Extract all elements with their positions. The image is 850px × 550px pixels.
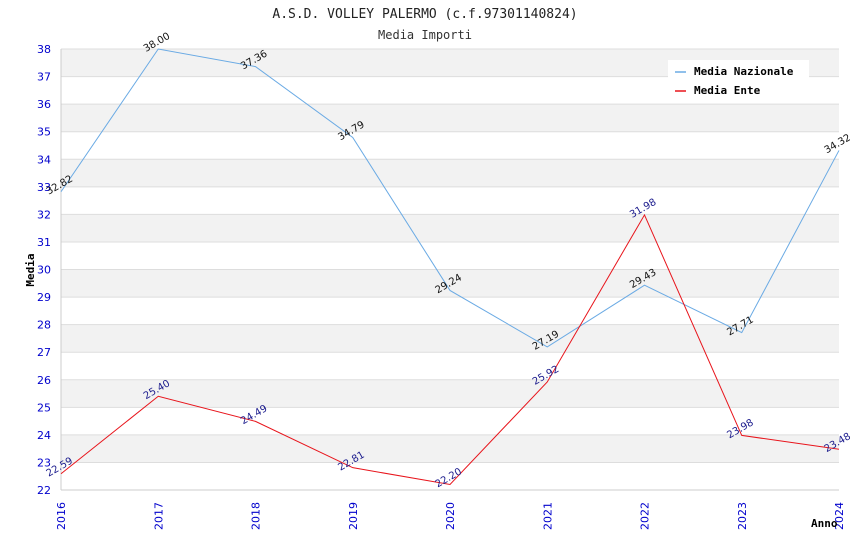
y-tick-label: 35	[37, 126, 51, 139]
legend-label-nazionale: Media Nazionale	[694, 65, 794, 78]
y-tick-label: 34	[37, 153, 51, 166]
series-line-ente	[60, 213, 840, 486]
data-label: 32.82	[45, 174, 75, 198]
grid-band	[61, 324, 839, 353]
y-tick-labels: 22 23 24 25 26 27 28 29 30 31 32 33 34 35 36 37 38	[37, 43, 51, 497]
y-tick-label: 26	[37, 374, 51, 387]
legend-box	[668, 60, 809, 102]
x-tick-label: 2022	[639, 502, 652, 530]
x-tick-label: 2019	[347, 502, 360, 530]
y-tick-label: 25	[37, 401, 51, 414]
series-line-nazionale	[60, 48, 840, 348]
grid-bands	[61, 49, 839, 463]
y-tick-label: 24	[37, 429, 51, 442]
y-tick-label: 31	[37, 236, 51, 249]
axes	[60, 49, 839, 491]
legend-label-ente: Media Ente	[694, 84, 761, 97]
y-tick-label: 30	[37, 264, 51, 277]
grid-band	[61, 379, 839, 408]
y-tick-label: 36	[37, 98, 51, 111]
grid-band	[61, 104, 839, 132]
y-tick-label: 28	[37, 319, 51, 332]
y-tick-label: 38	[37, 43, 51, 56]
y-tick-label: 23	[37, 456, 51, 469]
y-tick-label: 27	[37, 346, 51, 359]
y-tick-label: 33	[37, 181, 51, 194]
x-tick-label: 2017	[152, 502, 165, 530]
y-axis-label: Media	[24, 253, 37, 286]
x-tick-label: 2020	[444, 502, 457, 530]
y-tick-label: 32	[37, 208, 51, 221]
x-tick-label: 2024	[833, 502, 846, 530]
chart-title: A.S.D. VOLLEY PALERMO (c.f.97301140824)	[272, 7, 577, 22]
x-tick-label: 2023	[736, 502, 749, 530]
grid-band	[61, 159, 839, 187]
x-tick-label: 2018	[250, 502, 263, 530]
series-lines	[60, 48, 840, 486]
chart-subtitle: Media Importi	[378, 28, 472, 42]
data-label: 22.20	[434, 466, 464, 490]
x-tick-label: 2021	[541, 502, 554, 530]
x-axis-label: Anno	[811, 517, 838, 530]
y-tick-label: 29	[37, 291, 51, 304]
x-tick-label: 2016	[55, 502, 68, 530]
y-tick-label: 22	[37, 484, 51, 497]
grid-band	[61, 434, 839, 463]
data-label: 34.32	[823, 132, 850, 156]
legend: Media Nazionale Media Ente	[668, 60, 809, 102]
grid-band	[61, 269, 839, 298]
y-tick-label: 37	[37, 71, 51, 84]
grid-band	[61, 214, 839, 242]
x-tick-labels: 2016 2017 2018 2019 2020 2021 2022 2023 2024	[55, 502, 846, 530]
